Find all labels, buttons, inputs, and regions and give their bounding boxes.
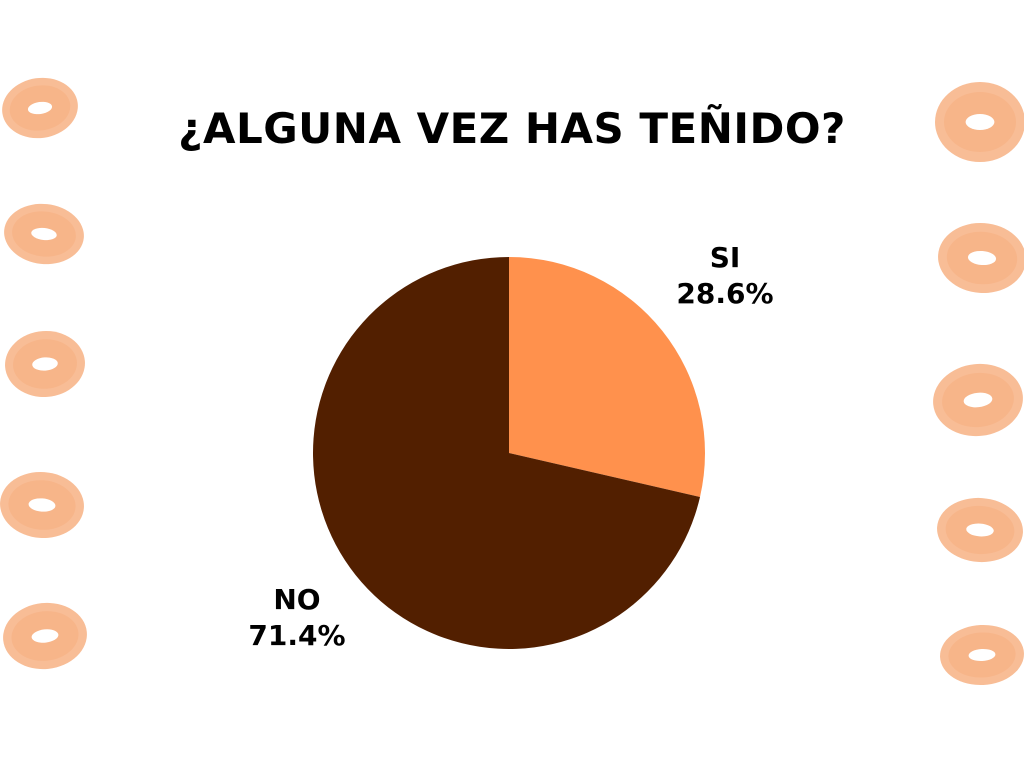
watercolor-ring bbox=[935, 82, 1024, 162]
slice-name-si: SI bbox=[709, 241, 741, 274]
pie-slice-si bbox=[509, 257, 705, 497]
watercolor-ring bbox=[5, 330, 85, 398]
slice-label-no: NO 71.4% bbox=[232, 582, 362, 654]
watercolor-ring bbox=[940, 624, 1024, 686]
slice-label-si: SI 28.6% bbox=[660, 240, 790, 312]
slice-value-no: 71.4% bbox=[248, 619, 346, 652]
watercolor-ring bbox=[938, 222, 1024, 294]
slice-name-no: NO bbox=[273, 583, 321, 616]
watercolor-ring bbox=[933, 363, 1023, 437]
slice-value-si: 28.6% bbox=[676, 277, 774, 310]
watercolor-ring bbox=[4, 203, 84, 265]
watercolor-ring bbox=[937, 497, 1023, 563]
pie-slice-no bbox=[312, 257, 701, 649]
watercolor-ring bbox=[0, 471, 84, 539]
watercolor-ring bbox=[2, 77, 78, 139]
chart-title: ¿ALGUNA VEZ HAS TEÑIDO? bbox=[178, 104, 846, 153]
watercolor-ring bbox=[3, 602, 87, 670]
